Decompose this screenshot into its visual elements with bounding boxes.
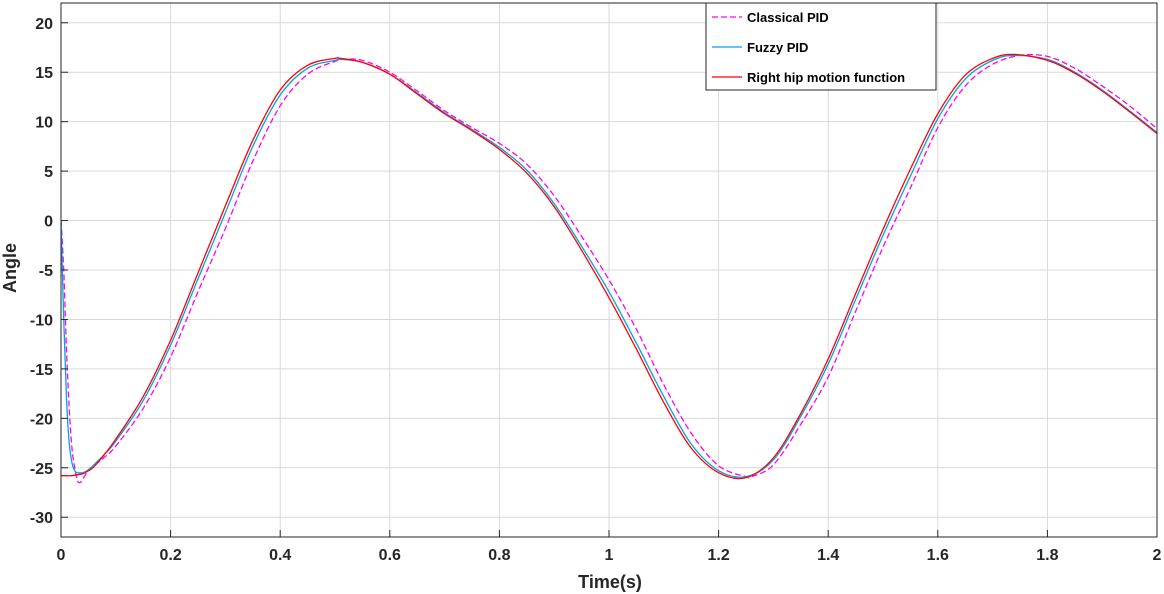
y-tick-label: 5 xyxy=(44,164,53,181)
legend: Classical PID Fuzzy PID Right hip motion f… xyxy=(705,2,937,91)
legend-label-fuzzy-pid: Fuzzy PID xyxy=(747,40,808,55)
x-tick-label: 0.4 xyxy=(269,547,291,564)
x-tick-marks xyxy=(60,530,1158,537)
x-tick-label: 0.8 xyxy=(488,547,510,564)
y-tick-label: -20 xyxy=(30,411,53,428)
y-tick-label: 15 xyxy=(35,65,53,82)
series-line-right-hip-motion-function xyxy=(61,53,1157,480)
y-tick-label: -15 xyxy=(30,362,53,379)
y-tick-label: 0 xyxy=(44,214,53,231)
y-tick-marks xyxy=(61,22,68,518)
y-tick-label: -30 xyxy=(30,510,53,527)
x-tick-label: 1.2 xyxy=(707,547,729,564)
x-tick-label: 2 xyxy=(1153,547,1162,564)
x-tick-label: 1.6 xyxy=(927,547,949,564)
x-tick-label: 1.4 xyxy=(817,547,839,564)
y-tick-label: -25 xyxy=(30,461,53,478)
x-tick-labels: 0 0.2 0.4 0.6 0.8 1 1.2 1.4 1.6 1.8 2 xyxy=(57,547,1162,564)
y-axis-label: Angle xyxy=(0,243,20,293)
x-tick-label: 1.8 xyxy=(1036,547,1058,564)
legend-label-classical-pid: Classical PID xyxy=(747,10,829,25)
series-line-fuzzy-pid xyxy=(61,54,1157,478)
x-axis-label: Time(s) xyxy=(578,572,642,592)
y-tick-label: -10 xyxy=(30,312,53,329)
y-tick-label: -5 xyxy=(39,263,53,280)
x-tick-label: 1 xyxy=(605,547,614,564)
legend-label-right-hip-motion-function: Right hip motion function xyxy=(747,70,905,85)
series-layer xyxy=(61,53,1157,484)
x-tick-label: 0.2 xyxy=(159,547,181,564)
x-tick-label: 0 xyxy=(57,547,66,564)
y-tick-labels: -30 -25 -20 -15 -10 -5 0 5 10 15 20 xyxy=(30,16,53,527)
legend-box xyxy=(705,2,937,91)
y-tick-label: 10 xyxy=(35,115,53,132)
x-tick-label: 0.6 xyxy=(379,547,401,564)
y-tick-label: 20 xyxy=(35,16,53,33)
horizontal-grid-lines xyxy=(61,22,1157,518)
